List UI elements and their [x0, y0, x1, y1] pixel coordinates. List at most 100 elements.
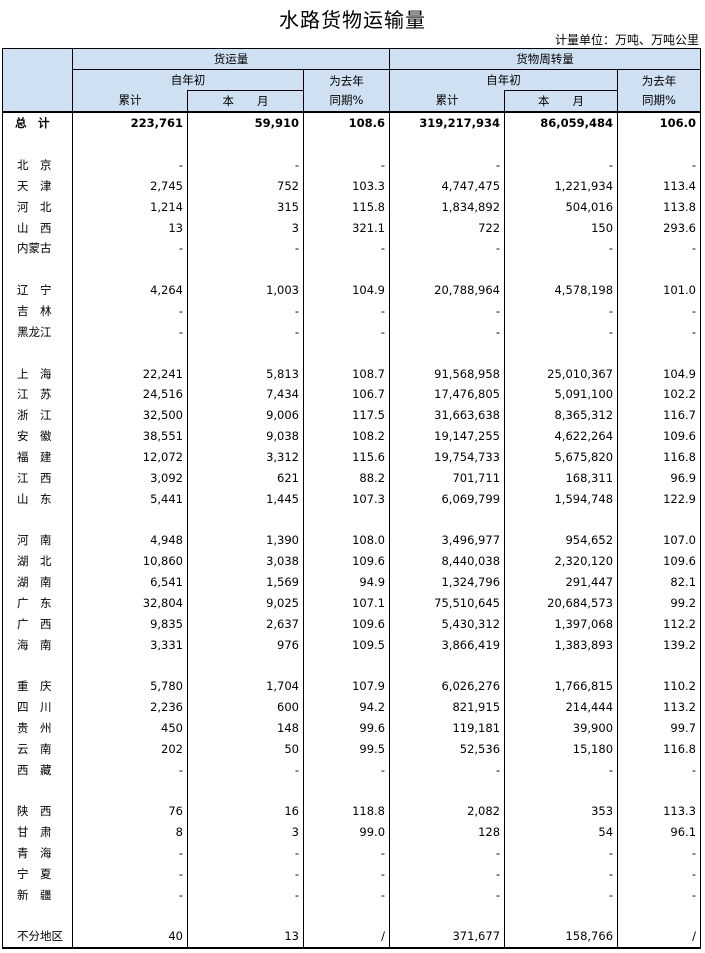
table-row: 西 藏------	[2, 759, 702, 780]
cell-volume-ytd: 4,948	[72, 529, 188, 551]
cell-volume-yoy: -	[302, 300, 391, 322]
region-name: 河 南	[2, 529, 73, 551]
cell-volume-yoy: 108.2	[302, 425, 391, 447]
cell-volume-month: -	[187, 238, 304, 259]
cell-turnover-ytd: -	[389, 759, 506, 780]
cell-turnover-month: 86,059,484	[504, 111, 619, 134]
cell-turnover-yoy: 139.2	[617, 634, 702, 655]
cell-turnover-month	[504, 342, 619, 364]
cell-turnover-month: 291,447	[504, 571, 619, 593]
cell-volume-month: 5,813	[187, 363, 304, 384]
cell-turnover-yoy: 113.8	[617, 196, 702, 218]
header-month-volume: 本 月	[187, 90, 304, 113]
table-row: 浙 江 32,500 9,006 117.5 31,663,638 8,365,312 11…	[2, 404, 702, 426]
cell-turnover-yoy: -	[617, 238, 702, 259]
cell-turnover-ytd: 8,440,038	[389, 550, 506, 572]
cell-volume-yoy: 99.5	[302, 738, 391, 760]
cell-volume-ytd: 4,264	[72, 279, 188, 301]
cell-turnover-yoy: 101.0	[617, 279, 702, 301]
cell-volume-yoy: 109.6	[302, 613, 391, 635]
table-row: 黑龙江 - - - - - -	[2, 321, 702, 343]
cell-volume-month: 3,038	[187, 550, 304, 572]
region-name: 黑龙江	[2, 321, 73, 343]
cell-volume-month	[187, 258, 304, 280]
cell-turnover-ytd: 17,476,805	[389, 383, 506, 405]
cell-turnover-ytd	[389, 258, 506, 280]
cell-volume-ytd: 450	[72, 717, 188, 739]
table-row: 贵 州 450 148 99.6 119,181 39,900 99.7	[2, 717, 702, 739]
region-name: 江 西	[2, 467, 73, 489]
cell-volume-ytd: 223,761	[72, 111, 188, 134]
cell-volume-ytd: 2,745	[72, 175, 188, 197]
header-ytd-line2-turnover: 累计	[389, 90, 505, 113]
cell-turnover-ytd: -	[389, 154, 506, 176]
cell-turnover-month: 8,365,312	[504, 404, 619, 426]
cell-volume-yoy: -	[302, 238, 391, 259]
cell-volume-ytd: 5,780	[72, 675, 188, 697]
cell-turnover-yoy: 113.3	[617, 800, 702, 822]
table-row: 广 西 9,835 2,637 109.6 5,430,312 1,397,068 112.…	[2, 613, 702, 635]
cell-turnover-yoy: 113.2	[617, 696, 702, 718]
cell-turnover-ytd: -	[389, 321, 506, 343]
cell-turnover-month	[504, 780, 619, 801]
table-row: 山 东 5,441 1,445 107.3 6,069,799 1,594,748 122.…	[2, 488, 702, 510]
cell-turnover-yoy: /	[617, 925, 702, 949]
cell-volume-month: 3	[187, 821, 304, 843]
cell-volume-ytd: 32,500	[72, 404, 188, 426]
cell-volume-ytd: 10,860	[72, 550, 188, 572]
cell-volume-month: 3	[187, 217, 304, 239]
cell-turnover-month	[504, 905, 619, 926]
cell-turnover-yoy	[617, 509, 702, 530]
cell-volume-ytd: -	[72, 154, 188, 176]
cell-volume-month: 7,434	[187, 383, 304, 405]
cell-volume-yoy	[302, 133, 391, 155]
cell-turnover-ytd: -	[389, 884, 506, 906]
cell-volume-ytd: 13	[72, 217, 188, 239]
cell-volume-month: 9,025	[187, 592, 304, 614]
cell-volume-yoy: 118.8	[302, 800, 391, 822]
cell-turnover-month	[504, 258, 619, 280]
cell-volume-ytd: -	[72, 884, 188, 906]
cell-turnover-yoy	[617, 258, 702, 280]
cell-turnover-ytd: 20,788,964	[389, 279, 506, 301]
cell-volume-yoy: -	[302, 842, 391, 864]
cell-turnover-month: 954,652	[504, 529, 619, 551]
cell-volume-ytd: 6,541	[72, 571, 188, 593]
cell-volume-yoy	[302, 509, 391, 530]
cell-volume-yoy: /	[302, 925, 391, 949]
table-row: 海 南 3,331 976 109.5 3,866,419 1,383,893 139.2	[2, 634, 702, 655]
cell-turnover-ytd	[389, 133, 506, 155]
cell-turnover-ytd: 319,217,934	[389, 111, 506, 134]
cell-turnover-month: 150	[504, 217, 619, 239]
region-name: 西 藏	[2, 759, 73, 780]
table-row: 陕 西 76 16 118.8 2,082 353 113.3	[2, 800, 702, 822]
cell-volume-ytd: 24,516	[72, 383, 188, 405]
cell-volume-yoy: 108.7	[302, 363, 391, 384]
cell-turnover-month: -	[504, 238, 619, 259]
cell-turnover-month: 168,311	[504, 467, 619, 489]
cell-volume-ytd: -	[72, 842, 188, 864]
cell-turnover-ytd	[389, 780, 506, 801]
cell-volume-month: 976	[187, 634, 304, 655]
region-name	[2, 342, 73, 364]
table-row: 新 疆------	[2, 884, 702, 906]
cell-turnover-month: 5,675,820	[504, 446, 619, 468]
cell-volume-yoy: 108.6	[302, 111, 391, 134]
table-body: 总 计 223,761 59,910 108.6 319,217,934 86,059,4…	[2, 111, 702, 949]
cell-turnover-month: -	[504, 154, 619, 176]
cell-volume-ytd: -	[72, 321, 188, 343]
table-row: 安 徽 38,551 9,038 108.2 19,147,255 4,622,264 10…	[2, 425, 702, 447]
cell-volume-month: 9,006	[187, 404, 304, 426]
cell-turnover-month: 1,397,068	[504, 613, 619, 635]
cell-turnover-yoy: 110.2	[617, 675, 702, 697]
cell-volume-month: -	[187, 300, 304, 322]
cell-turnover-month: 2,320,120	[504, 550, 619, 572]
region-name	[2, 258, 73, 280]
header-yoy-line2: 同期%	[642, 92, 676, 107]
cell-turnover-ytd: 52,536	[389, 738, 506, 760]
region-name: 福 建	[2, 446, 73, 468]
table-row: 天 津 2,745 752 103.3 4,747,475 1,221,934 113.4	[2, 175, 702, 197]
cell-turnover-month: 1,221,934	[504, 175, 619, 197]
cell-volume-yoy: 115.8	[302, 196, 391, 218]
region-name: 广 东	[2, 592, 73, 614]
